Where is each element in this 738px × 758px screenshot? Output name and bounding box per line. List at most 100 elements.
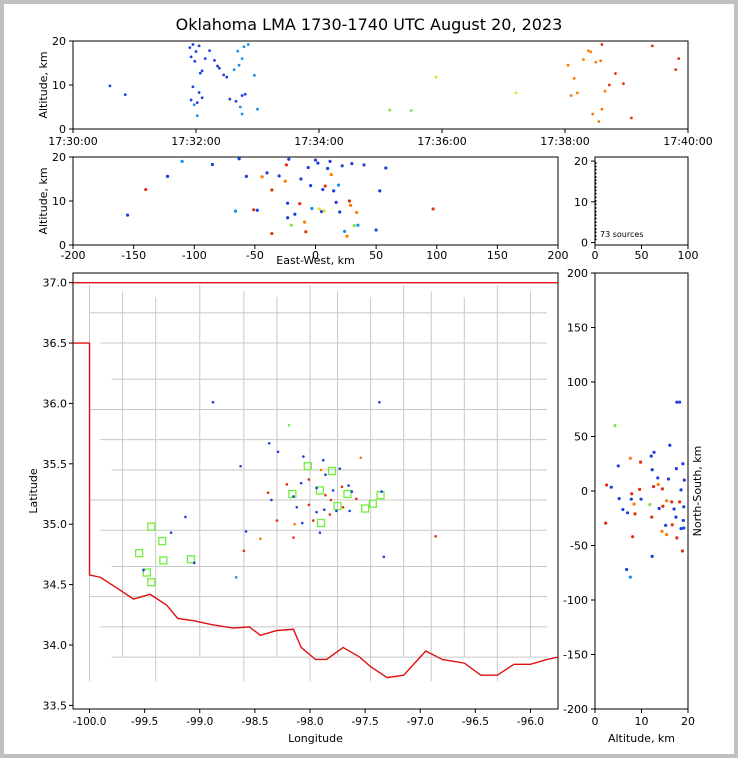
data-point (237, 63, 241, 67)
data-point (237, 157, 241, 161)
x-tick-label: -100.0 (73, 716, 107, 728)
data-point (287, 423, 291, 427)
y-tick-label: 20 (52, 35, 66, 48)
data-point (594, 189, 597, 192)
data-point (328, 159, 332, 163)
data-point (625, 567, 629, 572)
data-point (362, 163, 366, 167)
data-point (675, 400, 679, 404)
data-point (614, 72, 617, 75)
data-point (324, 473, 327, 476)
y-tick-label: 35.0 (43, 518, 68, 531)
data-point (197, 91, 201, 94)
data-point (674, 467, 678, 471)
data-point (348, 509, 351, 513)
y-tick-label: 36.0 (43, 397, 68, 410)
data-point (594, 234, 597, 238)
data-point (670, 500, 674, 504)
data-point (295, 506, 299, 509)
data-point (194, 50, 198, 53)
data-point (382, 555, 386, 559)
data-point (409, 109, 413, 112)
data-point (599, 59, 603, 63)
data-point (307, 503, 311, 507)
data-point (193, 59, 197, 63)
x-tick-label: 17:34:00 (294, 135, 343, 148)
data-point (309, 184, 313, 188)
data-point (594, 199, 597, 203)
data-point (259, 537, 262, 541)
data-point (575, 91, 579, 95)
data-point (306, 165, 310, 170)
data-point (569, 94, 573, 97)
data-point (338, 210, 342, 214)
data-point (265, 171, 269, 175)
height-north-south-panel: 0 10 20 -200 -150 -100 -50 0 50 100 150 200 Altitude… (563, 267, 704, 745)
data-point (677, 57, 681, 60)
data-point (675, 536, 679, 540)
data-point (594, 165, 597, 168)
data-point (270, 188, 274, 192)
data-point (597, 120, 601, 123)
data-point (594, 238, 597, 241)
y-tick-label: 0 (59, 123, 66, 136)
data-point (572, 77, 576, 80)
data-point (169, 531, 173, 534)
east-west-height-panel: -200 -150 -100 -50 0 50 100 150 200 0 10 20 East-Wes… (37, 151, 569, 267)
data-point (374, 228, 378, 232)
data-point (240, 94, 244, 97)
data-point (378, 189, 382, 193)
data-point (349, 203, 353, 207)
data-point (617, 497, 621, 501)
data-point (192, 561, 196, 565)
data-point (276, 450, 280, 454)
data-point (323, 508, 326, 512)
data-point (650, 515, 654, 519)
data-point (234, 99, 238, 103)
data-point (286, 216, 290, 220)
data-point (299, 177, 303, 181)
data-point (326, 166, 330, 171)
data-point (652, 450, 656, 454)
data-point (347, 484, 350, 487)
data-point (682, 505, 686, 509)
data-point (648, 503, 652, 507)
data-point (318, 531, 322, 534)
x-tick-label: -50 (246, 249, 264, 262)
data-point (242, 45, 246, 49)
y-tick-label: 0 (581, 485, 588, 498)
data-point (225, 75, 229, 79)
x-tick-label: 100 (426, 249, 447, 262)
y-tick-label: 0 (59, 239, 66, 252)
source-count-annotation: 73 sources (600, 230, 643, 239)
lma-station-marker (147, 522, 156, 531)
chart-title: Oklahoma LMA 1730-1740 UTC August 20, 20… (175, 15, 563, 34)
data-point (260, 175, 264, 179)
data-point (195, 114, 199, 118)
data-point (650, 44, 654, 48)
data-point (292, 536, 295, 539)
data-point (277, 174, 281, 178)
y-tick-label: 50 (574, 431, 588, 444)
data-point (316, 161, 320, 165)
data-point (319, 468, 323, 472)
county-boundaries (89, 285, 547, 682)
data-point (621, 507, 625, 512)
lma-station-marker (368, 499, 377, 508)
lma-station-marker (316, 518, 326, 528)
x-tick-label: -97.5 (352, 716, 379, 728)
data-point (582, 58, 585, 61)
data-point (311, 519, 315, 522)
data-point (629, 497, 633, 501)
data-point (434, 75, 438, 79)
data-point (284, 163, 288, 167)
lma-station-marker (134, 549, 144, 558)
x-tick-label: 17:30:00 (48, 135, 97, 148)
data-point (594, 231, 597, 234)
x-tick-label: -99.5 (131, 716, 158, 728)
data-point (292, 495, 295, 498)
data-point (605, 483, 609, 487)
data-point (657, 506, 661, 511)
data-point (335, 509, 338, 513)
data-point (285, 483, 289, 486)
